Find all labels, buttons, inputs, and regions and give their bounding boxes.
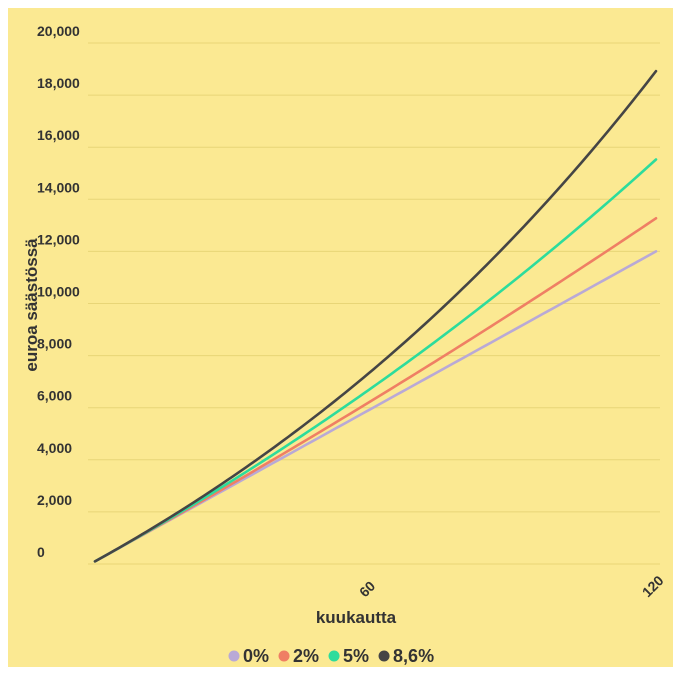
legend-label: 2%	[293, 646, 319, 666]
y-tick-label: 16,000	[37, 127, 80, 143]
y-axis-title: euroa säästössä	[22, 238, 41, 372]
y-tick-label: 20,000	[37, 23, 80, 39]
y-tick-label: 14,000	[37, 179, 80, 195]
x-axis-title: kuukautta	[316, 608, 397, 627]
legend-label: 0%	[243, 646, 269, 666]
y-tick-label: 2,000	[37, 492, 72, 508]
chart-background	[8, 8, 673, 667]
legend-label: 5%	[343, 646, 369, 666]
y-tick-label: 8,000	[37, 336, 72, 352]
y-tick-label: 12,000	[37, 231, 80, 247]
y-tick-label: 0	[37, 544, 45, 560]
y-tick-label: 6,000	[37, 388, 72, 404]
y-tick-label: 10,000	[37, 284, 80, 300]
legend-marker	[329, 651, 340, 662]
legend-marker	[279, 651, 290, 662]
y-tick-label: 4,000	[37, 440, 72, 456]
legend-label: 8,6%	[393, 646, 434, 666]
legend-marker	[379, 651, 390, 662]
legend-marker	[229, 651, 240, 662]
y-tick-label: 18,000	[37, 75, 80, 91]
